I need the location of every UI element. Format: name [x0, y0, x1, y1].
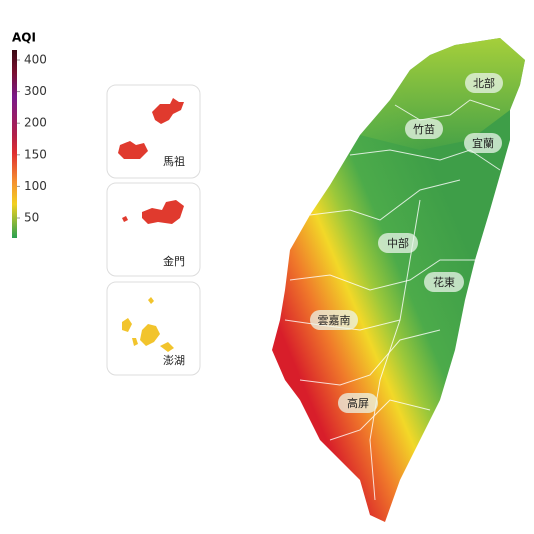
legend-ticks: 400 300 200 150 100 50 [17, 53, 47, 225]
region-label: 花東 [433, 276, 455, 289]
region-pill [378, 233, 418, 253]
region-label: 宜蘭 [472, 136, 494, 150]
region-label: 竹苗 [413, 122, 435, 136]
legend: AQI 400 300 200 150 100 50 [12, 31, 47, 238]
legend-tick-label: 300 [24, 84, 47, 98]
region-label: 中部 [387, 236, 409, 250]
inset-box [106, 182, 201, 277]
taiwan-map: 北部 竹苗 宜蘭 中部 花東 雲嘉南 高屏 [272, 38, 525, 522]
region-pill [424, 272, 464, 292]
inset-label: 金門 [163, 254, 185, 268]
inset-label: 馬祖 [163, 154, 185, 168]
legend-tick-label: 400 [24, 53, 47, 67]
legend-tick-label: 50 [24, 211, 39, 225]
legend-tick-label: 100 [24, 179, 47, 193]
inset-shape [122, 297, 174, 352]
legend-title: AQI [12, 31, 36, 45]
insets: 馬祖 金門 澎湖 [106, 84, 201, 376]
legend-tick-label: 150 [24, 147, 47, 161]
region-pill [405, 119, 443, 139]
inset-box [106, 84, 201, 179]
inset-shape [122, 200, 184, 224]
inset-label: 澎湖 [163, 354, 185, 367]
region-pill [338, 393, 378, 413]
region-label: 雲嘉南 [318, 313, 351, 327]
legend-tick-label: 200 [24, 116, 47, 130]
region-labels: 北部 竹苗 宜蘭 中部 花東 雲嘉南 高屏 [310, 73, 503, 413]
region-pill [464, 133, 502, 153]
inset-shape [118, 98, 184, 159]
color-bar [12, 50, 17, 238]
region-label: 高屏 [347, 396, 369, 410]
north-shade [360, 38, 525, 150]
region-pill [310, 310, 358, 330]
island [272, 38, 525, 522]
region-pill [465, 73, 503, 93]
region-label: 北部 [473, 76, 495, 90]
